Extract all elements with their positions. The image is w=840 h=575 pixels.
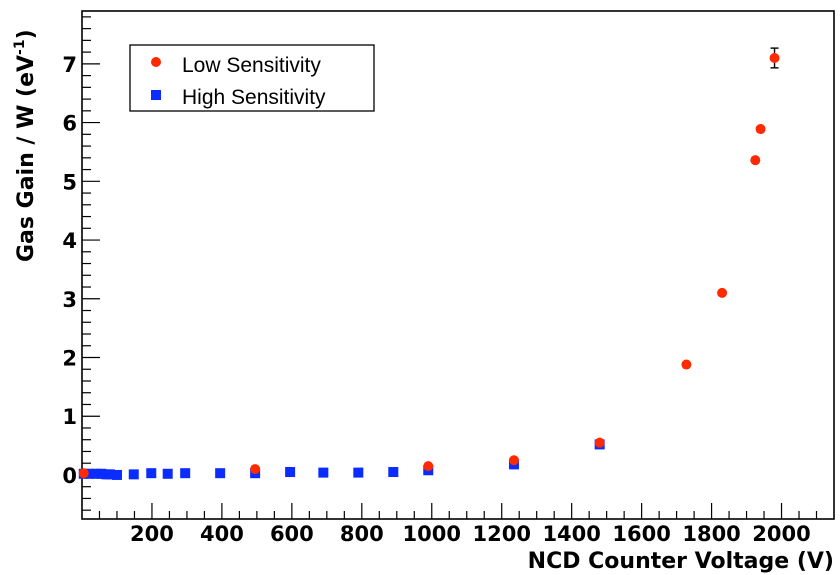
data-point-high-sensitivity bbox=[318, 467, 329, 478]
x-axis-ticks: 200 400 600 800 1000 1200 1400 1600 1800 2000 bbox=[98, 503, 818, 546]
data-point-high-sensitivity bbox=[96, 468, 107, 479]
y-tick-label: 2 bbox=[62, 346, 77, 370]
y-tick-label: 0 bbox=[62, 464, 77, 488]
x-tick-label: 1600 bbox=[612, 522, 670, 546]
data-point-low-sensitivity bbox=[78, 468, 89, 479]
y-tick-label: 6 bbox=[62, 112, 77, 136]
plot-frame bbox=[81, 10, 835, 520]
data-point-high-sensitivity bbox=[83, 468, 94, 479]
legend-marker-high-sensitivity bbox=[151, 90, 161, 100]
x-tick-label: 1400 bbox=[542, 522, 600, 546]
y-axis-ticks: 0 1 2 3 4 5 6 7 bbox=[62, 16, 100, 511]
data-point-low-sensitivity bbox=[594, 437, 605, 448]
x-tick-label: 2000 bbox=[752, 522, 810, 546]
data-point-high-sensitivity bbox=[104, 469, 115, 480]
data-point-low-sensitivity bbox=[750, 155, 761, 166]
data-point-high-sensitivity bbox=[285, 467, 296, 478]
x-tick-label: 200 bbox=[130, 522, 174, 546]
legend-label-low-sensitivity: Low Sensitivity bbox=[182, 54, 321, 77]
data-point-high-sensitivity bbox=[146, 468, 157, 479]
x-tick-label: 1000 bbox=[403, 522, 461, 546]
y-tick-label: 4 bbox=[62, 229, 77, 253]
x-axis-title: NCD Counter Voltage (V) bbox=[528, 549, 834, 574]
data-point-high-sensitivity bbox=[111, 469, 122, 480]
y-axis-title-main: Gas Gain / W (eV bbox=[14, 55, 39, 262]
data-point-low-sensitivity bbox=[769, 52, 780, 63]
x-tick-label: 1200 bbox=[472, 522, 530, 546]
data-point-high-sensitivity bbox=[353, 467, 364, 478]
legend-marker-low-sensitivity bbox=[151, 57, 161, 67]
data-point-high-sensitivity bbox=[162, 468, 173, 479]
data-point-low-sensitivity bbox=[508, 455, 519, 466]
legend: Low Sensitivity High Sensitivity bbox=[129, 44, 375, 112]
data-point-low-sensitivity bbox=[423, 461, 434, 472]
x-tick-label: 800 bbox=[340, 522, 384, 546]
data-point-high-sensitivity bbox=[90, 468, 101, 479]
y-tick-label: 3 bbox=[62, 288, 77, 312]
x-tick-label: 600 bbox=[270, 522, 314, 546]
data-point-low-sensitivity bbox=[717, 287, 728, 298]
y-axis-title: Gas Gain / W (eV-1) bbox=[12, 29, 39, 262]
x-tick-label: 400 bbox=[200, 522, 244, 546]
data-markers bbox=[78, 47, 780, 480]
data-point-low-sensitivity bbox=[755, 124, 766, 135]
y-tick-label: 5 bbox=[62, 170, 77, 194]
y-tick-label: 7 bbox=[62, 53, 77, 77]
data-point-high-sensitivity bbox=[388, 467, 399, 478]
legend-box bbox=[129, 44, 375, 112]
y-axis-title-close: ) bbox=[14, 29, 39, 39]
x-tick-label: 1800 bbox=[682, 522, 740, 546]
data-point-high-sensitivity bbox=[128, 469, 139, 480]
y-tick-label: 1 bbox=[62, 405, 77, 429]
y-axis-title-superscript: -1 bbox=[12, 39, 28, 55]
data-point-high-sensitivity bbox=[180, 468, 191, 479]
data-point-low-sensitivity bbox=[681, 359, 692, 370]
data-point-low-sensitivity bbox=[250, 464, 261, 475]
data-point-high-sensitivity bbox=[215, 468, 226, 479]
legend-label-high-sensitivity: High Sensitivity bbox=[182, 86, 326, 109]
